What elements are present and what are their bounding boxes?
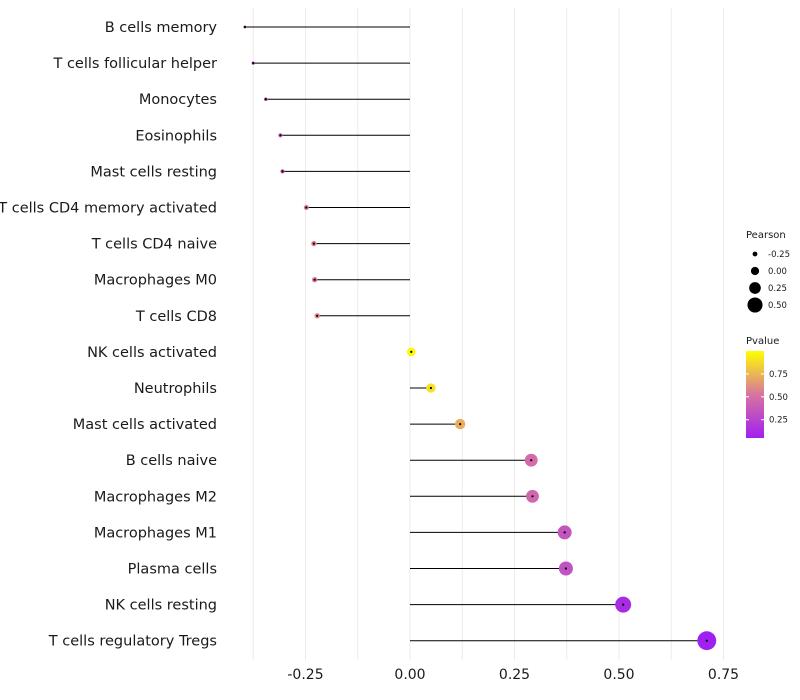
category-label: Macrophages M0 (94, 273, 217, 289)
size-legend-title: Pearson (746, 230, 786, 241)
color-tick-label: 0.50 (769, 393, 788, 403)
category-label: Plasma cells (128, 562, 217, 578)
category-label: B cells memory (105, 20, 218, 36)
x-axis-ticks: -0.25 0.00 0.25 0.50 0.75 (287, 667, 739, 683)
lollipop-center (459, 423, 462, 426)
category-label: Eosinophils (135, 128, 217, 144)
legend: Pearson -0.25 0.00 0.25 0.50 Pvalue 0.75 0.50 0.… (746, 230, 790, 438)
category-label: T cells CD8 (135, 309, 217, 325)
x-tick-label: 0.50 (603, 667, 634, 683)
color-legend-title: Pvalue (746, 336, 779, 347)
category-label: Monocytes (139, 92, 217, 108)
category-label: Neutrophils (134, 381, 217, 397)
color-tick-label: 0.75 (769, 370, 788, 380)
size-legend-label: 0.25 (768, 284, 787, 294)
color-bar (746, 351, 764, 438)
size-legend-label: 0.00 (768, 267, 787, 277)
category-label: T cells CD4 naive (91, 237, 217, 253)
color-tick-label: 0.25 (769, 416, 788, 426)
size-legend-label: 0.50 (768, 301, 787, 311)
lollipop-center (622, 603, 625, 606)
lollipop-center (279, 134, 282, 137)
lollipop-center (564, 567, 568, 570)
category-label: NK cells resting (105, 598, 217, 614)
category-label: T cells CD4 memory activated (0, 201, 217, 217)
lollipop-center (531, 495, 534, 498)
size-legend-label: -0.25 (768, 250, 790, 260)
category-label: T cells regulatory Tregs (48, 634, 217, 650)
size-legend-dot (749, 282, 761, 294)
size-legend-dot (747, 297, 763, 313)
lollipop-center (410, 350, 413, 353)
category-label: T cells follicular helper (52, 56, 217, 72)
x-tick-label: 0.00 (394, 667, 425, 683)
category-label: NK cells activated (87, 345, 217, 361)
lollipop-center (429, 386, 432, 390)
category-label: Macrophages M1 (94, 525, 217, 541)
size-legend-dot (750, 266, 760, 276)
lollipop-center (252, 62, 255, 65)
lollipop-center (705, 639, 708, 642)
category-label: Macrophages M2 (94, 489, 217, 505)
stem-layer (244, 26, 707, 642)
lollipop-center (281, 170, 284, 173)
lollipop-center (264, 98, 267, 101)
category-label: B cells naive (126, 453, 217, 469)
point-layer (243, 25, 717, 651)
x-tick-label: 0.25 (499, 667, 530, 683)
x-tick-label: 0.75 (708, 667, 739, 683)
category-label: Mast cells resting (90, 164, 217, 180)
size-legend-dot (752, 251, 758, 257)
lollipop-center (563, 531, 566, 534)
lollipop-center (312, 242, 315, 245)
lollipop-center (316, 314, 319, 317)
x-tick-label: -0.25 (287, 667, 323, 683)
lollipop-center (305, 206, 308, 209)
lollipop-center (313, 278, 316, 281)
lollipop-center (243, 25, 246, 29)
y-axis-labels: B cells memory T cells follicular helper M… (0, 20, 217, 650)
lollipop-center (530, 459, 533, 462)
grid-layer (252, 8, 724, 660)
category-label: Mast cells activated (73, 417, 217, 433)
